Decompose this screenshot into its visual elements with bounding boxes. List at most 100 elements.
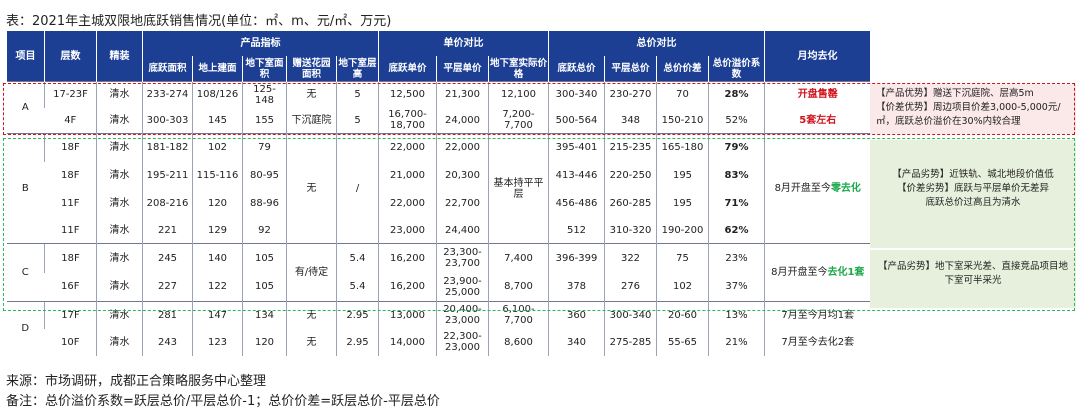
note-project-b: 【产品劣势】近铁轨、城北地段价值低 【价差劣势】底跃与平层单价无差异 底跃总价过… (870, 140, 1076, 248)
coef-cell: 52% (708, 107, 765, 134)
table-row: D 17F 清水 281 147 134 无 2.95 13,000 20,40… (6, 301, 871, 356)
floors-cell: 11F (61, 198, 80, 209)
cell: 245 (142, 243, 193, 273)
cell: 2.95 (336, 301, 379, 329)
table-row: 10F 清水 243 123 120 无 2.95 14,000 22,300-… (7, 328, 871, 356)
cell: 395-401 (548, 133, 605, 162)
project-cell: B (6, 133, 45, 244)
finish-cell: 清水 (96, 189, 143, 218)
cell: 348 (604, 107, 657, 134)
table-row: 18F 清水 195-211 115-116 80-95 21,000 20,3… (7, 161, 871, 190)
hdr-monthly: 月均去化 (764, 31, 871, 82)
project-cell: D (6, 301, 45, 356)
cell: 23,300-23,700 (436, 243, 489, 273)
cell: 125-148 (242, 81, 287, 108)
coef-cell: 13% (708, 301, 765, 329)
cell: 5.4 (336, 272, 379, 302)
cell: 88-96 (242, 189, 287, 218)
cell: 322 (604, 243, 657, 273)
cell: 无 (286, 301, 337, 329)
monthly-cell: 开盘售罄 (764, 81, 871, 108)
footer-source: 来源：市场调研，成都正合策略服务中心整理 (6, 374, 267, 389)
cell: 5 (336, 81, 379, 108)
cell: 165-180 (656, 133, 709, 162)
coef-cell: 62% (708, 217, 765, 244)
project-cell: C (6, 243, 45, 302)
coef-cell: 28% (708, 81, 765, 108)
note-project-c: 【产品劣势】地下室采光差、直接竞品项目地下室可半采光 (870, 250, 1076, 308)
monthly-text: 8月开盘至今 (774, 183, 831, 194)
cell: 16,200 (378, 272, 437, 302)
floors-cell: 18F (44, 243, 97, 273)
note-line: 底跃总价过高且为清水 (925, 197, 1021, 208)
monthly-cell: 8月开盘至今零去化 (764, 133, 871, 244)
cell: 7,400 (488, 243, 549, 273)
note-line: 【产品劣势】地下室采光差、直接竞品项目地下室可半采光 (877, 261, 1068, 286)
monthly-cell: 7月至今去化2套 (764, 328, 871, 356)
cell: 20,400-23,000 (436, 301, 489, 329)
cell: 55-65 (656, 328, 709, 356)
note-project-a: 【产品优势】赠送下沉庭院、层高5m 【价差优势】周边项目价差3,000-5,00… (870, 84, 1076, 134)
floors-cell: 11F (61, 224, 80, 236)
table-row: C 18F 清水 245 140 105 有/待定 5.4 16,200 23,… (6, 243, 871, 302)
cell: 22,700 (436, 189, 489, 218)
finish-cell: 清水 (96, 107, 143, 134)
table-title: 表：2021年主城双限地底跃销售情况(单位：㎡、m、元/㎡、万元) (6, 14, 392, 29)
cell: 190-200 (656, 217, 709, 244)
cell: 195 (656, 189, 709, 218)
cell: 14,000 (378, 328, 437, 356)
cell: 下沉庭院 (286, 107, 337, 134)
hdr-sub: 底跃面积 (142, 56, 193, 82)
table-row: 16F 清水 227 122 105 5.4 16,200 23,900-25,… (7, 272, 871, 302)
finish-cell: 清水 (96, 272, 143, 302)
cell: 396-399 (548, 243, 605, 273)
cell: 310-320 (604, 217, 657, 244)
cell: 500-564 (548, 107, 605, 134)
cell: 21,000 (378, 161, 437, 190)
coef-cell: 21% (708, 328, 765, 356)
hdr-sub: 地上建面 (192, 56, 243, 82)
cell: 123 (192, 328, 243, 356)
cell: 276 (604, 272, 657, 302)
cell: 230-270 (604, 81, 657, 108)
cell: 5.4 (336, 243, 379, 273)
cell: 8,600 (488, 328, 549, 356)
finish-cell: 清水 (96, 217, 143, 244)
cell: 22,000 (378, 133, 437, 162)
base-price-cell: 基本持平平层 (488, 133, 549, 244)
cell: 16,700-18,700 (378, 107, 437, 134)
cell: 260-285 (604, 189, 657, 218)
finish-cell: 清水 (96, 328, 143, 356)
cell: 24,000 (436, 107, 489, 134)
garden-cell: 有/待定 (286, 243, 337, 302)
cell: 340 (548, 328, 605, 356)
cell: 8,700 (488, 272, 549, 302)
floors-cell: 16F (61, 281, 80, 293)
table-row: A 17-23F 清水 233-274 108/126 125-148 无 5 … (6, 81, 871, 134)
cell: 102 (192, 133, 243, 162)
cell: 300-340 (604, 301, 657, 329)
cell: 220-250 (604, 161, 657, 190)
hdr-product: 产品指标 (142, 31, 379, 56)
hdr-sub: 平层单价 (436, 56, 489, 82)
cell: 无 (286, 328, 337, 356)
cell: 2.95 (336, 328, 379, 356)
cell: 16,200 (378, 243, 437, 273)
cell: 120 (192, 189, 243, 218)
hdr-sub: 总价价差 (656, 56, 709, 82)
monthly-cell: 5套左右 (764, 107, 871, 134)
hdr-sub: 总价溢价系数 (708, 56, 765, 82)
cell: 122 (192, 272, 243, 302)
cell: 155 (242, 107, 287, 134)
cell: 181-182 (142, 133, 193, 162)
coef-cell: 83% (708, 161, 765, 190)
cell: 75 (656, 243, 709, 273)
cell: 79 (242, 133, 287, 162)
cell: 150-210 (656, 107, 709, 134)
cell: 105 (242, 243, 287, 273)
cell: 147 (192, 301, 243, 329)
floors-cell: 18F (61, 170, 80, 181)
sales-table: 项目 层数 精装 产品指标 单价对比 总价对比 月均去化 底跃面积 地上建面 地… (6, 31, 871, 356)
hdr-project: 项目 (6, 31, 45, 82)
hdr-sub: 赠送花园面积 (286, 56, 337, 82)
